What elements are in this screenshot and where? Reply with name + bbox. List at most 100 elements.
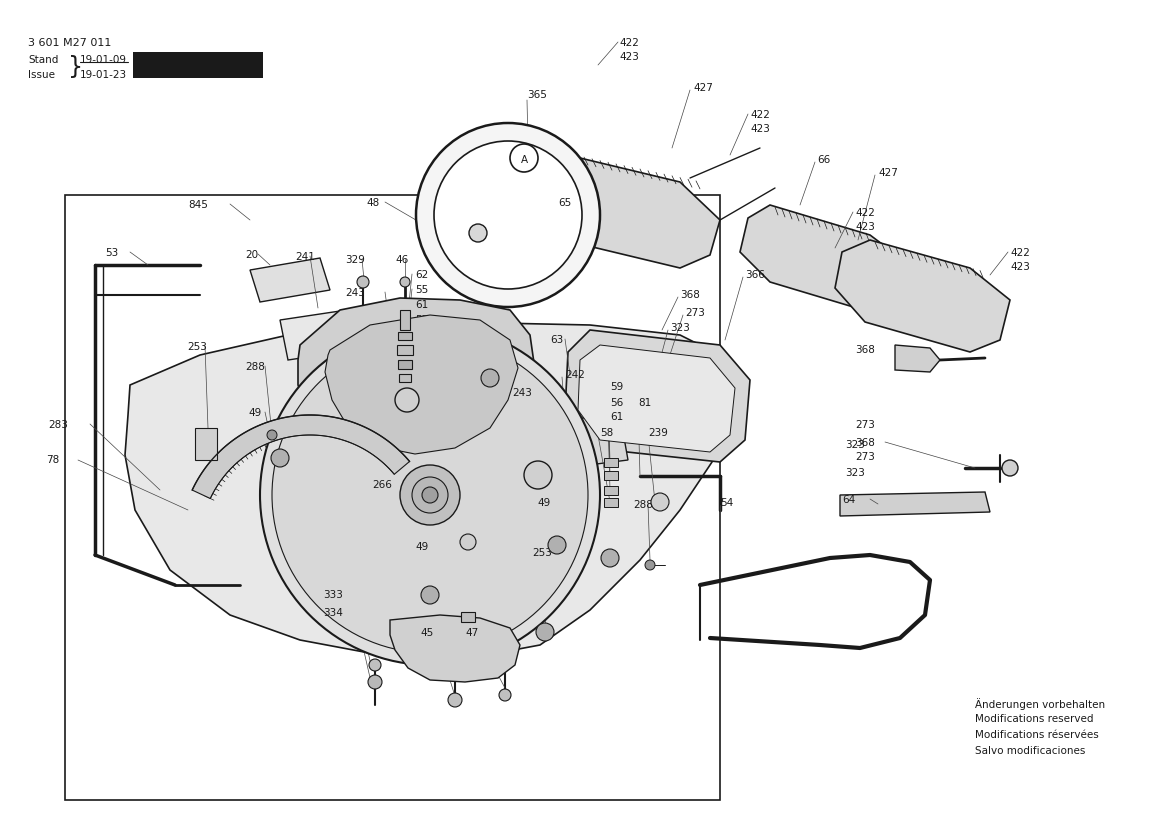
Polygon shape xyxy=(520,152,720,268)
Text: Fig. /Abb. 1: Fig. /Abb. 1 xyxy=(155,55,241,68)
Polygon shape xyxy=(565,330,750,462)
Circle shape xyxy=(357,276,369,288)
Text: 57: 57 xyxy=(415,315,428,325)
Text: 241: 241 xyxy=(295,252,314,262)
Polygon shape xyxy=(895,345,940,372)
Text: 63: 63 xyxy=(549,335,563,345)
Bar xyxy=(397,345,413,355)
Circle shape xyxy=(416,123,600,307)
Text: 365: 365 xyxy=(527,90,547,100)
Text: 19-01-09: 19-01-09 xyxy=(79,55,127,65)
Text: 61: 61 xyxy=(610,412,623,422)
Bar xyxy=(397,332,411,340)
Circle shape xyxy=(1002,460,1018,476)
Polygon shape xyxy=(740,205,909,312)
Bar xyxy=(461,612,475,622)
Text: 78: 78 xyxy=(46,455,60,465)
Text: 422: 422 xyxy=(620,38,639,48)
Text: A: A xyxy=(520,155,527,165)
Text: 243: 243 xyxy=(512,388,532,398)
Bar xyxy=(133,52,263,78)
Text: 19-01-23: 19-01-23 xyxy=(79,70,127,80)
Text: 61: 61 xyxy=(415,300,428,310)
Text: 47: 47 xyxy=(465,628,478,638)
Text: 329: 329 xyxy=(345,255,365,265)
Text: 243: 243 xyxy=(345,288,365,298)
Circle shape xyxy=(400,465,459,525)
Text: 65: 65 xyxy=(558,198,572,208)
Text: 368: 368 xyxy=(855,345,874,355)
Circle shape xyxy=(400,277,410,287)
Bar xyxy=(604,486,618,495)
Text: 266: 266 xyxy=(372,480,392,490)
Text: 334: 334 xyxy=(323,608,343,618)
Circle shape xyxy=(395,388,419,412)
Text: Issue: Issue xyxy=(28,70,55,80)
Text: 46: 46 xyxy=(395,255,408,265)
Text: 62: 62 xyxy=(415,270,428,280)
Text: Salvo modificaciones: Salvo modificaciones xyxy=(975,746,1085,756)
Polygon shape xyxy=(577,345,735,452)
Text: 422: 422 xyxy=(855,208,874,218)
Circle shape xyxy=(422,487,438,503)
Circle shape xyxy=(272,337,588,653)
Text: 273: 273 xyxy=(855,420,874,430)
Circle shape xyxy=(645,560,655,570)
Circle shape xyxy=(537,623,554,641)
Circle shape xyxy=(651,493,669,511)
Text: 323: 323 xyxy=(845,440,865,450)
Bar xyxy=(195,428,217,460)
Text: }: } xyxy=(68,55,83,79)
Bar xyxy=(399,374,411,382)
Text: 49: 49 xyxy=(415,542,428,552)
Polygon shape xyxy=(835,240,1010,352)
Bar xyxy=(397,360,411,369)
Text: 253: 253 xyxy=(532,548,552,558)
Text: 422: 422 xyxy=(1010,248,1030,258)
Polygon shape xyxy=(281,308,368,360)
Circle shape xyxy=(421,586,440,604)
Text: 64: 64 xyxy=(842,495,856,505)
Text: 368: 368 xyxy=(855,438,874,448)
Text: 81: 81 xyxy=(638,398,651,408)
Text: 423: 423 xyxy=(855,222,874,232)
Bar xyxy=(604,498,618,507)
Circle shape xyxy=(267,430,277,440)
Polygon shape xyxy=(192,415,409,499)
Text: 239: 239 xyxy=(648,428,667,438)
Circle shape xyxy=(368,675,382,689)
Text: 49: 49 xyxy=(248,408,261,418)
Text: 427: 427 xyxy=(693,83,713,93)
Polygon shape xyxy=(125,322,740,660)
Circle shape xyxy=(459,534,476,550)
Circle shape xyxy=(411,477,448,513)
Circle shape xyxy=(260,325,600,665)
Text: 288: 288 xyxy=(245,362,265,372)
Text: 59: 59 xyxy=(610,382,623,392)
Circle shape xyxy=(480,369,499,387)
Bar xyxy=(604,471,618,480)
Bar xyxy=(65,195,720,800)
Text: Modifications réservées: Modifications réservées xyxy=(975,730,1099,740)
Text: 845: 845 xyxy=(188,200,208,210)
Polygon shape xyxy=(298,298,535,468)
Circle shape xyxy=(434,141,582,289)
Circle shape xyxy=(271,449,289,467)
Text: 423: 423 xyxy=(750,124,770,134)
Text: 55: 55 xyxy=(415,285,428,295)
Text: 273: 273 xyxy=(685,308,705,318)
Text: 368: 368 xyxy=(680,290,700,300)
Circle shape xyxy=(524,461,552,489)
Text: 242: 242 xyxy=(565,370,584,380)
Text: 427: 427 xyxy=(878,168,898,178)
Text: 58: 58 xyxy=(600,428,614,438)
Bar xyxy=(400,310,410,330)
Text: 56: 56 xyxy=(610,398,623,408)
Text: 323: 323 xyxy=(670,323,690,333)
Text: 273: 273 xyxy=(855,452,874,462)
Text: 366: 366 xyxy=(745,270,765,280)
Text: 333: 333 xyxy=(323,590,343,600)
Polygon shape xyxy=(390,615,520,682)
Text: 66: 66 xyxy=(817,155,830,165)
Polygon shape xyxy=(558,415,628,468)
